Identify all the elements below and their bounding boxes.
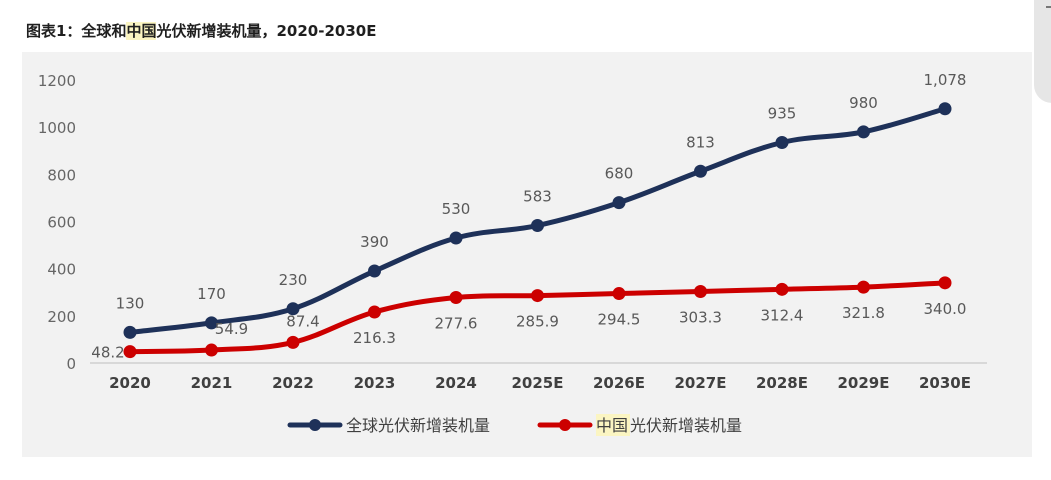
- data-point: [857, 125, 870, 139]
- data-point: [612, 287, 626, 301]
- data-point: [205, 343, 218, 357]
- data-point: [449, 291, 463, 305]
- data-point: [286, 302, 300, 316]
- data-point: [938, 102, 952, 116]
- data-label: 530: [442, 200, 471, 218]
- x-tick-label: 2027E: [675, 374, 727, 392]
- data-label: 285.9: [516, 313, 559, 331]
- data-point: [123, 345, 137, 359]
- legend-marker: [559, 419, 571, 431]
- data-label: 935: [768, 104, 797, 122]
- x-tick-label: 2029E: [838, 374, 890, 392]
- legend-label: 全球光伏新增装机量: [346, 416, 490, 435]
- y-tick-label: 800: [47, 166, 76, 184]
- data-point: [205, 316, 218, 330]
- data-label: 680: [605, 165, 634, 183]
- data-point: [449, 231, 463, 245]
- data-label: 216.3: [353, 329, 396, 347]
- x-tick-label: 2024: [435, 374, 477, 392]
- data-label: 583: [523, 188, 552, 206]
- data-point: [775, 135, 789, 149]
- legend-label-highlight: [596, 414, 630, 436]
- data-point: [612, 196, 626, 210]
- data-label: 340.0: [924, 300, 967, 318]
- data-label: 294.5: [598, 311, 641, 329]
- x-tick-label: 2030E: [919, 374, 971, 392]
- data-label: 54.9: [215, 320, 248, 338]
- title-suffix: 光伏新增装机量，2020-2030E: [156, 22, 377, 40]
- legend: 全球光伏新增装机量 中国 光伏新增装机量: [287, 414, 742, 436]
- y-tick-label: 1200: [38, 72, 76, 90]
- data-label: 230: [279, 271, 308, 289]
- series-layer: 130 170 230 390 530 583 680 813 935 980 1,078 48.2 5…: [91, 71, 966, 362]
- data-label: 321.8: [842, 304, 885, 322]
- legend-label-highlight-text: 中国: [596, 416, 628, 435]
- x-axis: 2020 2021 2022 2023 2024 2025E 2026E 2027E 2028E…: [90, 362, 987, 392]
- data-point: [368, 264, 381, 278]
- data-point: [286, 335, 300, 349]
- data-point: [531, 219, 544, 233]
- x-tick-label: 2028E: [756, 374, 808, 392]
- data-label: 980: [849, 94, 878, 112]
- data-point: [531, 289, 544, 303]
- legend-item-global: 全球光伏新增装机量: [287, 416, 490, 435]
- x-tick-label: 2022: [272, 374, 314, 392]
- data-label: 48.2: [91, 344, 124, 362]
- data-label: 87.4: [286, 312, 319, 330]
- x-tick-label: 2025E: [512, 374, 564, 392]
- data-point: [368, 305, 381, 319]
- y-axis: 0 200 400 600 800 1000 1200: [38, 72, 76, 373]
- data-point: [775, 282, 789, 296]
- data-label: 130: [116, 294, 145, 312]
- data-label: 303.3: [679, 308, 722, 326]
- y-tick-label: 1000: [38, 119, 76, 137]
- data-point: [694, 164, 707, 178]
- data-label: 312.4: [761, 306, 804, 324]
- x-tick-label: 2020: [109, 374, 151, 392]
- legend-marker: [309, 419, 321, 431]
- series-global: 130 170 230 390 530 583 680 813 935 980 1,078: [116, 71, 967, 339]
- data-label: 390: [360, 233, 389, 251]
- title-prefix: 图表1：全球和: [26, 22, 127, 40]
- data-label: 170: [197, 285, 226, 303]
- y-tick-label: 400: [47, 261, 76, 279]
- side-panel-tab[interactable]: [1034, 0, 1051, 103]
- legend-label-rest: 光伏新增装机量: [630, 416, 742, 435]
- page-title: 图表1：全球和中国光伏新增装机量，2020-2030E: [26, 20, 376, 41]
- series-china: 48.2 54.9 87.4 216.3 277.6 285.9 294.5 303.3 312…: [91, 276, 967, 362]
- data-point: [694, 284, 707, 298]
- data-label: 1,078: [924, 71, 967, 89]
- data-point: [857, 280, 870, 294]
- data-point: [123, 325, 137, 339]
- y-tick-label: 200: [47, 308, 76, 326]
- data-label: 277.6: [435, 315, 478, 333]
- x-tick-label: 2026E: [593, 374, 645, 392]
- side-panel-handle-icon: [1046, 6, 1051, 8]
- x-tick-label: 2023: [354, 374, 396, 392]
- title-highlight: 中国: [126, 22, 157, 40]
- legend-item-china: 中国 光伏新增装机量: [537, 414, 742, 436]
- y-tick-label: 0: [66, 355, 76, 373]
- data-label: 813: [686, 133, 715, 151]
- x-tick-label: 2021: [191, 374, 233, 392]
- chart-panel: 0 200 400 600 800 1000 1200 2020 2021 2022 2023 20…: [22, 52, 1032, 457]
- data-point: [938, 276, 952, 290]
- y-tick-label: 600: [47, 214, 76, 232]
